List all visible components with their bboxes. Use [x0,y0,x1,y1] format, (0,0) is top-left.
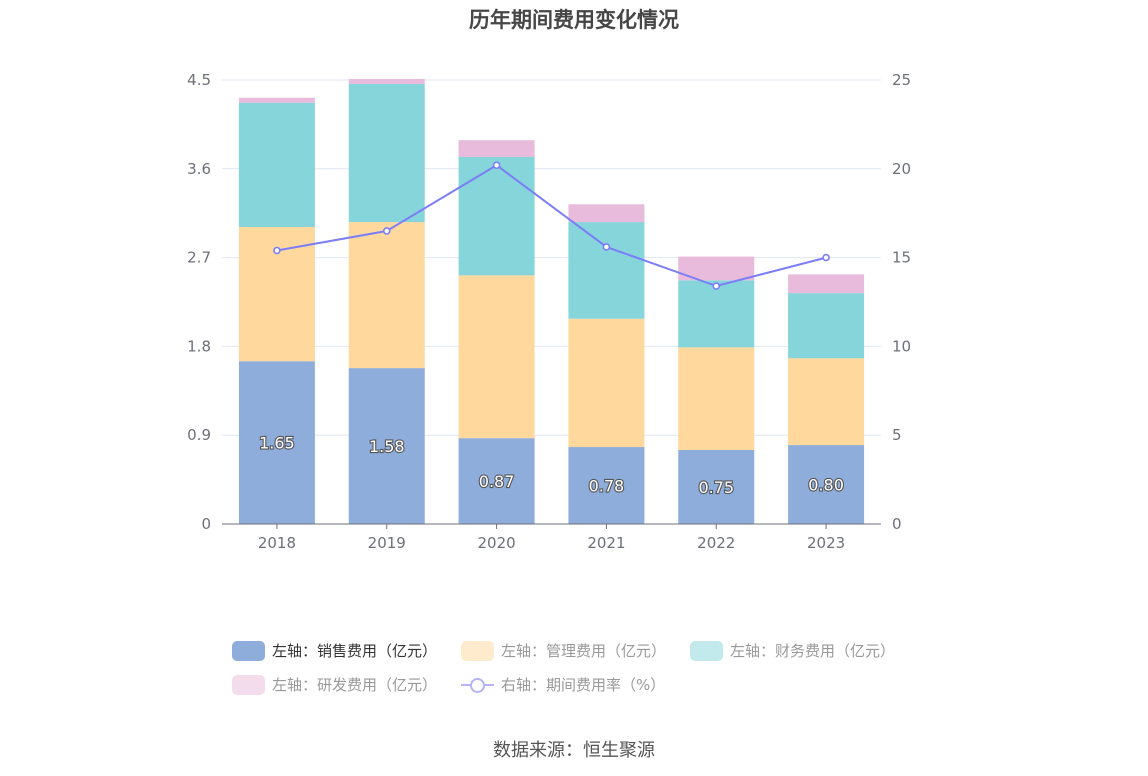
right-axis-tick-label: 25 [892,71,911,89]
x-axis-tick-label: 2021 [587,534,625,552]
left-axis-tick-label: 1.8 [187,337,211,355]
bar-segment [238,97,315,103]
bar-data-label: 1.65 [259,434,295,453]
bar-segment [678,450,755,524]
left-axis-tick-label: 0.9 [187,426,211,444]
bar-data-label: 1.58 [369,437,405,456]
bar-segment [458,156,535,276]
legend-item[interactable]: 左轴：财务费用（亿元） [690,640,895,661]
bar-data-label: 0.87 [479,472,515,491]
left-axis-tick-label: 2.7 [187,249,211,267]
chart-plot: 0 0.9 1.8 2.7 3.6 4.5 0 5 10 15 20 25 2018 2019 2020 20… [187,71,911,552]
legend-label: 左轴：研发费用（亿元） [272,676,438,694]
bar-segment [348,79,425,84]
legend-swatch [461,675,495,695]
bar-segment [788,358,865,446]
bar-segment [458,438,535,524]
line-point [273,246,281,255]
legend-item[interactable]: 左轴：销售费用（亿元） [232,640,437,661]
legend-swatch [232,674,265,695]
bar-segment [678,280,755,348]
chart-title: 历年期间费用变化情况 [469,8,679,32]
bar-segment [348,83,425,223]
bar-segment [788,445,865,524]
right-axis-tick-label: 0 [892,515,902,533]
x-axis-tick-label: 2023 [807,534,845,552]
legend-swatch [461,640,495,661]
bar-segment [568,447,645,524]
legend-item[interactable]: 左轴：管理费用（亿元） [461,640,666,661]
legend-swatch [690,640,724,661]
bar-segment [238,361,315,524]
bar-data-label: 0.75 [698,478,734,497]
bar-segment [788,274,865,294]
bar-segment [348,368,425,524]
legend-label: 右轴：期间费用率（%） [501,676,666,694]
line-point [602,243,611,251]
right-axis-tick-label: 10 [892,337,911,355]
legend-item[interactable]: 右轴：期间费用率（%） [461,674,665,695]
legend-label: 左轴：财务费用（亿元） [730,642,896,660]
right-axis-tick-label: 5 [892,426,902,444]
bar-data-label: 0.80 [808,476,844,495]
bar-segment [678,256,755,281]
x-axis-tick-label: 2018 [258,534,296,552]
line-point [822,253,830,262]
legend-swatch [232,640,265,661]
line-series-path [276,164,827,288]
left-axis-tick-label: 4.5 [187,71,211,89]
bar-data-label: 0.78 [589,477,625,496]
left-axis-tick-label: 3.6 [187,160,211,178]
right-axis-tick-label: 15 [892,249,911,267]
line-point [382,227,391,235]
bar-segment [788,293,865,359]
data-source-note: 数据来源：恒生聚源 [493,740,655,761]
x-axis-tick-label: 2020 [477,534,515,552]
bar-segment [678,347,755,450]
bar-segment [568,204,645,223]
legend-label: 左轴：管理费用（亿元） [501,642,667,660]
line-point [492,161,501,170]
bar-segment [348,222,425,369]
bar-segment [568,318,645,448]
bar-segment [568,222,645,319]
bar-segment [458,140,535,157]
x-axis-tick-label: 2019 [368,534,406,552]
x-axis-tick-label: 2022 [697,534,735,552]
legend-label: 左轴：销售费用（亿元） [272,642,438,660]
legend-item[interactable]: 左轴：研发费用（亿元） [232,674,437,695]
right-axis-tick-label: 20 [892,160,911,178]
line-point [712,282,721,290]
left-axis-tick-label: 0 [201,515,211,533]
bar-segment [458,275,535,439]
bar-segment [238,102,315,228]
